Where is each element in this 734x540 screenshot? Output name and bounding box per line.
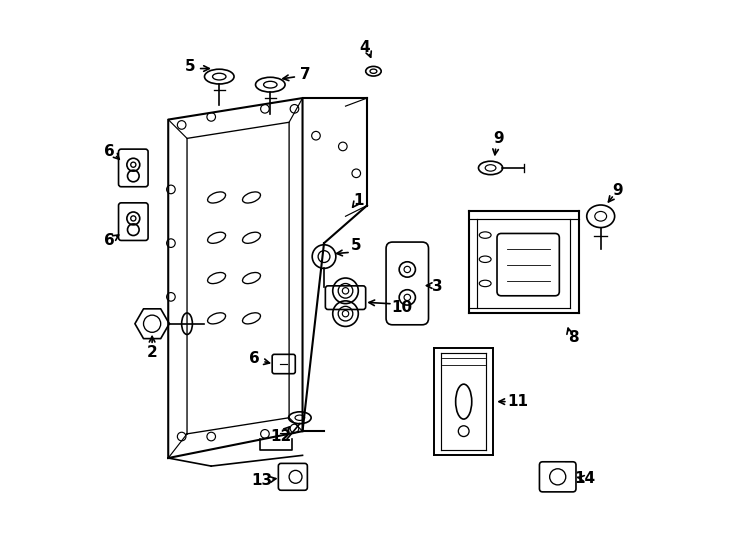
Text: 5: 5	[184, 59, 195, 75]
Text: 9: 9	[613, 183, 623, 198]
Text: 4: 4	[359, 39, 370, 55]
Text: 6: 6	[103, 233, 115, 248]
Text: 6: 6	[249, 351, 260, 366]
Text: 3: 3	[432, 279, 442, 294]
Text: 10: 10	[391, 300, 413, 315]
Text: 11: 11	[507, 394, 528, 409]
Text: 7: 7	[300, 68, 310, 83]
Text: 8: 8	[569, 329, 579, 345]
Text: 5: 5	[351, 238, 362, 253]
Text: 9: 9	[493, 131, 504, 146]
Text: 2: 2	[147, 345, 158, 360]
Text: 6: 6	[103, 144, 115, 159]
Text: 12: 12	[270, 429, 291, 444]
Text: 13: 13	[252, 473, 273, 488]
Text: 14: 14	[574, 471, 595, 486]
Text: 1: 1	[354, 193, 364, 208]
